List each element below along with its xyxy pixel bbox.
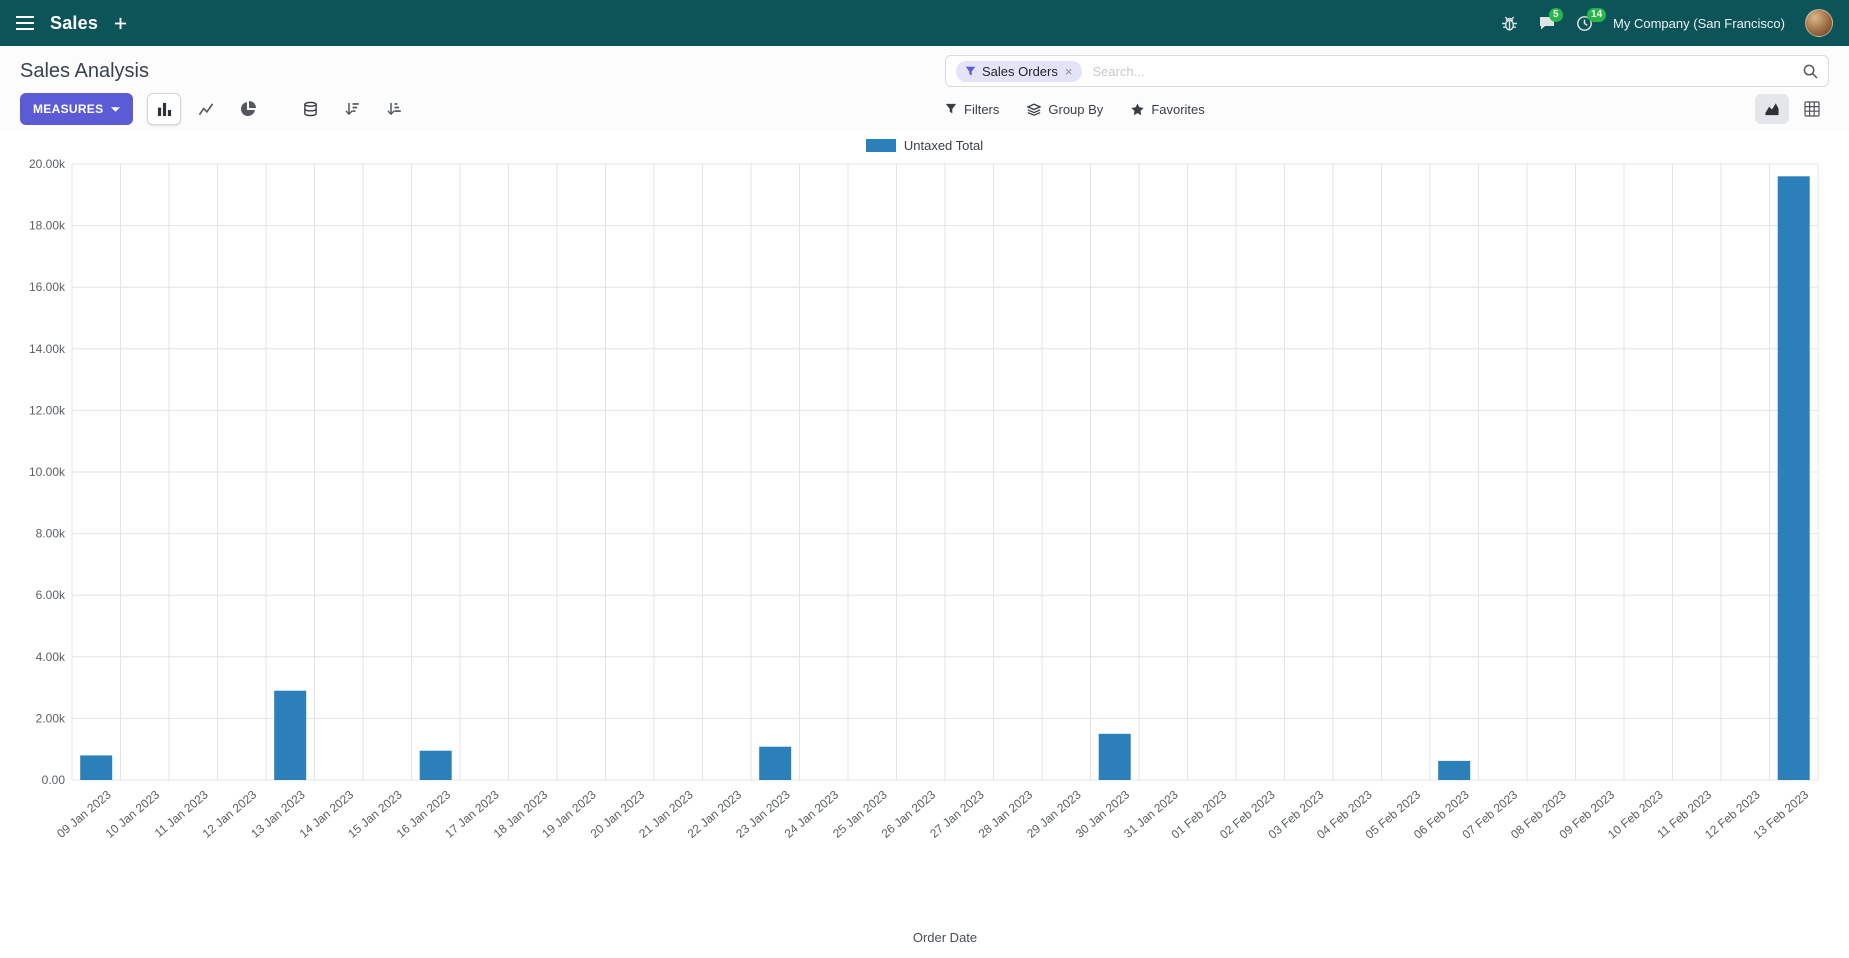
svg-text:10.00k: 10.00k	[29, 465, 66, 479]
bar-chart-button[interactable]	[147, 93, 182, 125]
svg-text:Order Date: Order Date	[913, 930, 977, 945]
bar	[1438, 760, 1471, 780]
bar	[274, 690, 307, 780]
favorites-label: Favorites	[1151, 101, 1205, 117]
apps-menu-icon[interactable]	[16, 16, 34, 30]
bar	[1098, 733, 1131, 780]
search-facet[interactable]: Sales Orders ×	[956, 60, 1083, 82]
layers-icon	[1027, 103, 1042, 116]
stacked-toggle-button[interactable]	[293, 93, 327, 125]
facet-remove-icon[interactable]: ×	[1064, 63, 1073, 79]
svg-text:14.00k: 14.00k	[29, 342, 66, 356]
star-icon	[1131, 102, 1144, 116]
measures-label: MEASURES	[33, 102, 104, 116]
user-avatar[interactable]	[1805, 9, 1833, 37]
sort-descending-button[interactable]	[335, 93, 369, 125]
favorites-button[interactable]: Favorites	[1131, 101, 1205, 117]
bar	[419, 750, 452, 780]
svg-text:0.00: 0.00	[42, 773, 66, 787]
chart-legend[interactable]: Untaxed Total	[20, 136, 1829, 154]
graph-view-switcher[interactable]	[1755, 94, 1789, 124]
svg-text:6.00k: 6.00k	[36, 588, 66, 602]
sales-analysis-bar-chart[interactable]: 0.00 2.00k 4.00k 6.00k 8.00k 10.00k 12.00k 14.0…	[20, 157, 1826, 952]
svg-text:12.00k: 12.00k	[29, 403, 66, 417]
svg-text:8.00k: 8.00k	[36, 527, 66, 541]
chevron-down-icon	[111, 106, 121, 112]
group-by-button[interactable]: Group By	[1027, 102, 1103, 117]
legend-color-swatch	[865, 138, 896, 152]
search-input[interactable]	[1090, 62, 1795, 80]
plus-icon[interactable]	[114, 17, 127, 30]
bug-icon[interactable]	[1501, 15, 1518, 32]
control-panel: Sales Analysis Sales Orders × MEASURES	[0, 46, 1849, 130]
svg-text:16.00k: 16.00k	[29, 280, 66, 294]
svg-text:4.00k: 4.00k	[36, 650, 66, 664]
chart-area: Untaxed Total 0.00 2.00k 4.00k 6.00k 8.00k 10…	[0, 130, 1849, 957]
legend-label: Untaxed Total	[903, 137, 984, 153]
search-bar[interactable]: Sales Orders ×	[945, 55, 1829, 87]
svg-text:18.00k: 18.00k	[29, 219, 66, 233]
filters-label: Filters	[964, 101, 1000, 117]
svg-text:2.00k: 2.00k	[36, 711, 66, 725]
line-chart-button[interactable]	[189, 93, 223, 125]
bar	[80, 755, 113, 780]
sort-ascending-button[interactable]	[377, 93, 411, 125]
company-switcher[interactable]: My Company (San Francisco)	[1613, 15, 1785, 31]
search-facet-label: Sales Orders	[982, 63, 1058, 79]
activities-clock-icon[interactable]: 14	[1576, 7, 1607, 32]
app-name[interactable]: Sales	[50, 12, 99, 33]
search-icon[interactable]	[1803, 64, 1818, 79]
svg-text:20.00k: 20.00k	[29, 158, 66, 171]
top-navbar: Sales 5 14 My Company (San Francisco)	[0, 0, 1849, 46]
pie-chart-button[interactable]	[231, 93, 265, 125]
filters-funnel-icon	[945, 103, 957, 115]
measures-button[interactable]: MEASURES	[20, 93, 134, 125]
filters-button[interactable]: Filters	[945, 102, 999, 117]
activities-badge: 14	[1587, 7, 1607, 22]
group-by-label: Group By	[1048, 101, 1104, 117]
pivot-view-switcher[interactable]	[1795, 94, 1829, 124]
messages-badge: 5	[1549, 8, 1563, 22]
page-title: Sales Analysis	[20, 59, 149, 82]
bar	[1777, 176, 1810, 781]
bar	[759, 746, 792, 780]
messages-icon[interactable]: 5	[1538, 8, 1563, 31]
filter-funnel-icon	[965, 66, 976, 77]
